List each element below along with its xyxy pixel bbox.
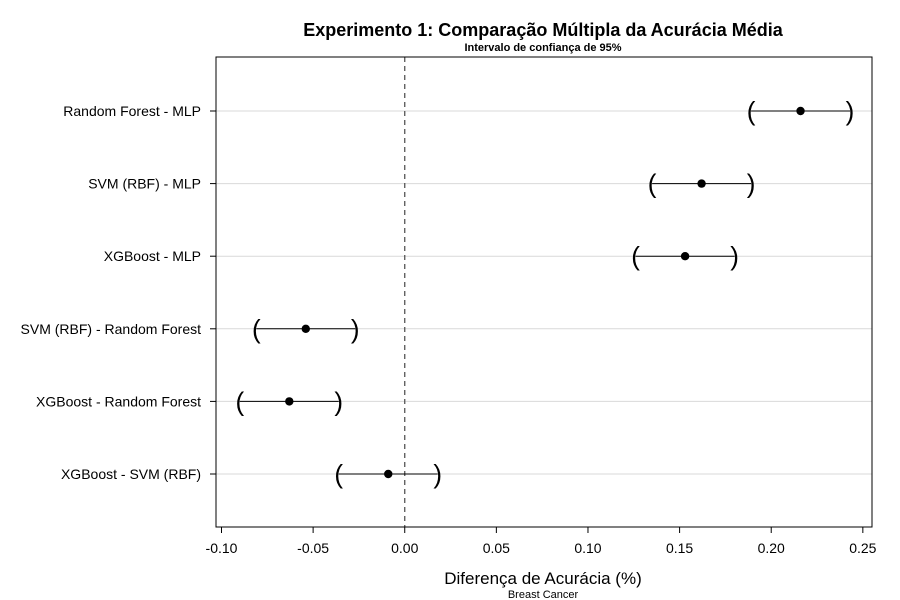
confidence-intervals: () () () () () (): [235, 96, 854, 489]
estimate-point: [697, 179, 706, 188]
grid-lines: [216, 110, 872, 475]
interval-lower-bracket: (: [648, 169, 657, 199]
interval-upper-bracket: ): [730, 241, 739, 271]
y-tick-label: XGBoost - SVM (RBF): [61, 466, 201, 482]
interval-lower-bracket: (: [235, 386, 244, 416]
x-tick-label: -0.05: [297, 540, 329, 556]
interval-lower-bracket: (: [252, 314, 261, 344]
interval-upper-bracket: ): [351, 314, 360, 344]
x-tick-label: 0.05: [483, 540, 510, 556]
y-tick-label: XGBoost - Random Forest: [36, 393, 201, 409]
x-axis: -0.10 -0.05 0.00 0.05 0.10 0.15 0.20 0.25: [206, 527, 877, 556]
estimate-point: [285, 397, 294, 406]
y-tick-label: SVM (RBF) - Random Forest: [21, 321, 202, 337]
estimate-point: [301, 324, 310, 333]
x-tick-label: 0.20: [758, 540, 785, 556]
x-tick-label: -0.10: [206, 540, 238, 556]
x-tick-label: 0.10: [574, 540, 601, 556]
estimate-point: [384, 469, 393, 479]
interval-lower-bracket: (: [631, 241, 640, 271]
interval-upper-bracket: ): [334, 386, 343, 416]
y-tick-label: XGBoost - MLP: [104, 248, 201, 264]
x-axis-label: Diferença de Acurácia (%): [444, 569, 641, 588]
x-tick-label: 0.25: [849, 540, 876, 556]
y-tick-label: Random Forest - MLP: [63, 103, 201, 119]
interval-upper-bracket: ): [846, 96, 855, 126]
interval-upper-bracket: ): [433, 459, 442, 489]
estimate-point: [680, 252, 690, 261]
x-tick-label: 0.00: [391, 540, 418, 556]
y-tick-label: SVM (RBF) - MLP: [88, 176, 201, 192]
chart-subtitle: Intervalo de confiança de 95%: [464, 42, 621, 54]
chart-caption: Breast Cancer: [508, 589, 579, 600]
x-tick-label: 0.15: [666, 540, 693, 556]
interval-upper-bracket: ): [747, 169, 756, 199]
y-axis-labels: Random Forest - MLP SVM (RBF) - MLP XGBoos…: [21, 103, 216, 482]
estimate-point: [796, 106, 805, 116]
plot-border: [215, 56, 873, 528]
interval-lower-bracket: (: [747, 96, 756, 126]
interval-lower-bracket: (: [334, 459, 343, 489]
chart-title: Experimento 1: Comparação Múltipla da Ac…: [303, 20, 783, 40]
